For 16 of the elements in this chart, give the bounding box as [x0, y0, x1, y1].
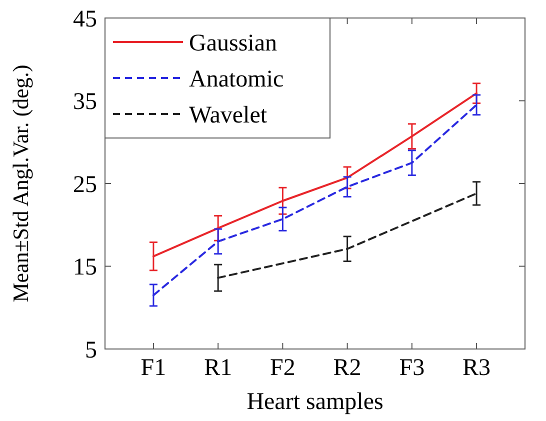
y-axis-title: Mean±Std Angl.Var. (deg.)	[8, 64, 33, 302]
y-tick-label: 5	[85, 337, 97, 364]
legend-label: Anatomic	[189, 66, 284, 92]
y-tick-label: 25	[73, 172, 97, 198]
x-tick-label: R1	[204, 355, 232, 381]
x-axis-title: Heart samples	[246, 389, 384, 415]
y-tick-label: 35	[73, 89, 97, 116]
x-tick-label: F2	[270, 355, 296, 381]
y-tick-label: 45	[73, 6, 97, 32]
x-tick-label: R2	[333, 355, 362, 381]
x-tick-label: R3	[462, 355, 491, 381]
legend-label: Gaussian	[189, 30, 277, 56]
x-tick-label: F1	[140, 355, 166, 381]
legend-label: Wavelet	[189, 102, 268, 128]
x-tick-label: F3	[399, 355, 425, 381]
y-tick-label: 15	[73, 254, 97, 281]
